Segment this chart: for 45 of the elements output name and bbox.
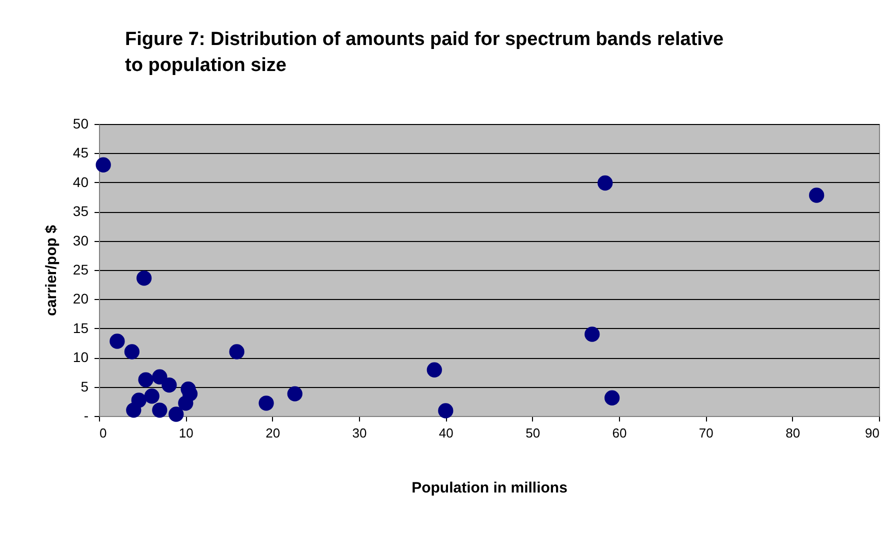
point [258, 396, 274, 411]
point [168, 406, 184, 422]
x-tick-label: 60 [612, 426, 627, 440]
point [809, 188, 824, 203]
point [136, 270, 152, 286]
x-tick-label: 80 [786, 426, 800, 440]
point [110, 334, 125, 349]
point [162, 377, 177, 393]
x-tick-label: 70 [698, 426, 714, 440]
point [584, 326, 600, 342]
x-tick-label: 20 [266, 426, 280, 440]
point [144, 388, 160, 404]
y-tick-label: 30 [72, 232, 89, 248]
point [152, 402, 168, 418]
x-tick-label: 50 [526, 426, 540, 440]
point [598, 175, 613, 191]
point [604, 390, 620, 406]
point [438, 403, 454, 418]
x-tick-label: 30 [352, 426, 367, 440]
point [426, 362, 442, 378]
y-tick-label: 40 [72, 174, 89, 190]
y-tick-label: 5 [80, 378, 89, 394]
point [126, 402, 142, 418]
point [178, 396, 194, 411]
x-tick-label: 10 [178, 426, 194, 440]
point [96, 157, 111, 172]
y-tick-label: 20 [72, 290, 89, 307]
chart-title: Figure 7: Distribution of amounts paid for spectrum bands relative to population size [125, 29, 724, 76]
x-tick-label: 0 [100, 426, 107, 440]
y-tick-label: 50 [72, 116, 89, 132]
point [138, 372, 154, 388]
point [229, 344, 244, 360]
point [124, 344, 140, 360]
x-axis-title: Population in millions [412, 480, 568, 496]
y-axis-title: carrier/pop $ [42, 224, 60, 316]
y-tick-label: 15 [72, 320, 89, 336]
y-tick-label: 25 [72, 262, 89, 278]
y-tick-label: 45 [72, 144, 89, 161]
y-tick-label: 10 [72, 349, 89, 366]
y-tick-label: 35 [72, 203, 89, 220]
x-tick-label: 90 [865, 426, 880, 440]
y-tick-label: - [84, 408, 89, 424]
point [287, 386, 302, 402]
point [152, 369, 168, 384]
x-tick-label: 40 [438, 426, 454, 440]
